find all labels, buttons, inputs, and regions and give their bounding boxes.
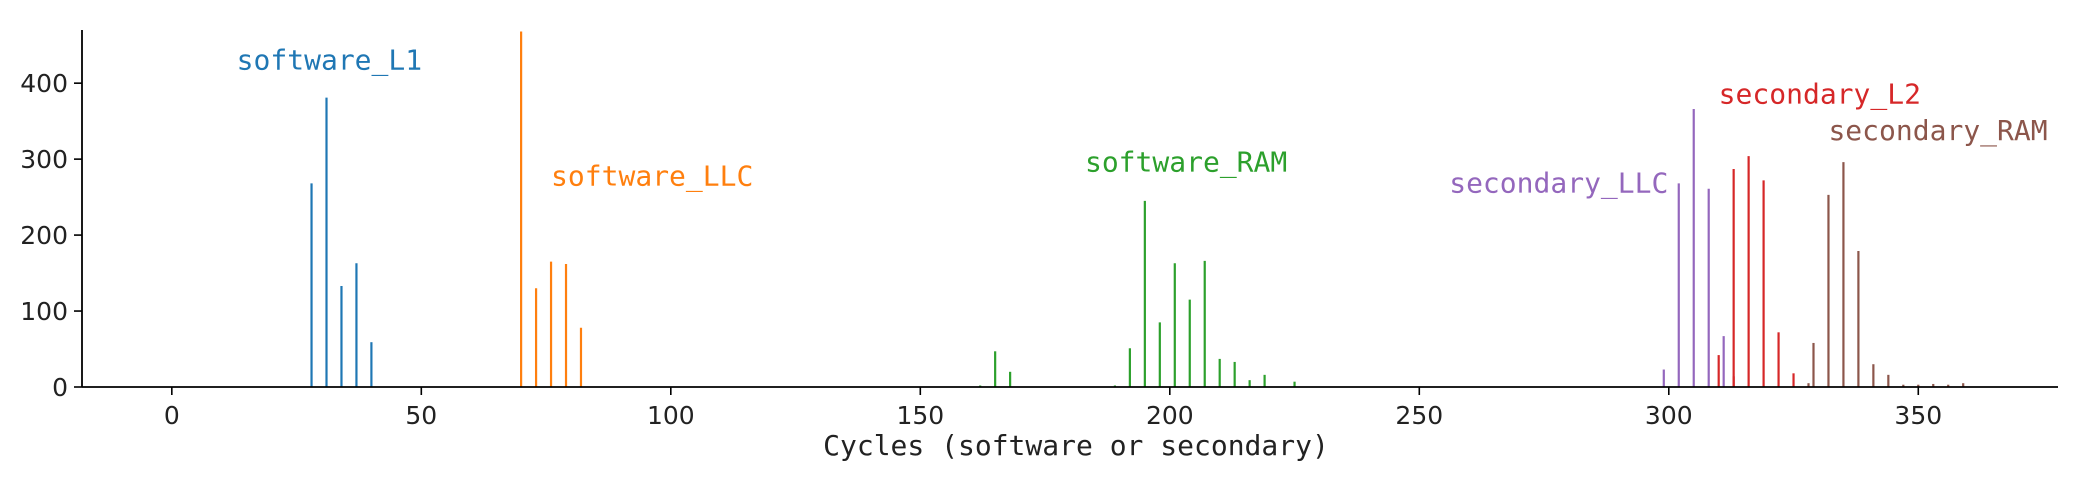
x-tick-label-250: 250	[1395, 401, 1443, 430]
x-tick-label-50: 50	[405, 401, 437, 430]
x-tick-label-0: 0	[164, 401, 180, 430]
series-label-software_L1: software_L1	[237, 43, 422, 77]
series-label-secondary_L2: secondary_L2	[1719, 78, 1921, 112]
x-tick-label-100: 100	[647, 401, 695, 430]
series-label-software_LLC: software_LLC	[551, 160, 753, 194]
x-tick-label-150: 150	[896, 401, 944, 430]
y-tick-label-0: 0	[52, 373, 68, 402]
y-tick-label-200: 200	[20, 221, 68, 250]
series-label-secondary_LLC: secondary_LLC	[1449, 167, 1668, 201]
bars-layer	[310, 31, 1965, 387]
axes-layer: 0 50 100 150 200 250 300 350 0 100 200 300 400	[20, 30, 2058, 430]
series-label-software_RAM: software_RAM	[1085, 145, 1287, 179]
y-tick-label-400: 400	[20, 69, 68, 98]
series-label-secondary_RAM: secondary_RAM	[1828, 114, 2047, 148]
x-axis-label: Cycles (software or secondary)	[823, 429, 1329, 462]
x-tick-label-350: 350	[1894, 401, 1942, 430]
x-tick-label-200: 200	[1146, 401, 1194, 430]
y-tick-label-100: 100	[20, 297, 68, 326]
y-tick-label-300: 300	[20, 145, 68, 174]
x-tick-label-300: 300	[1645, 401, 1693, 430]
